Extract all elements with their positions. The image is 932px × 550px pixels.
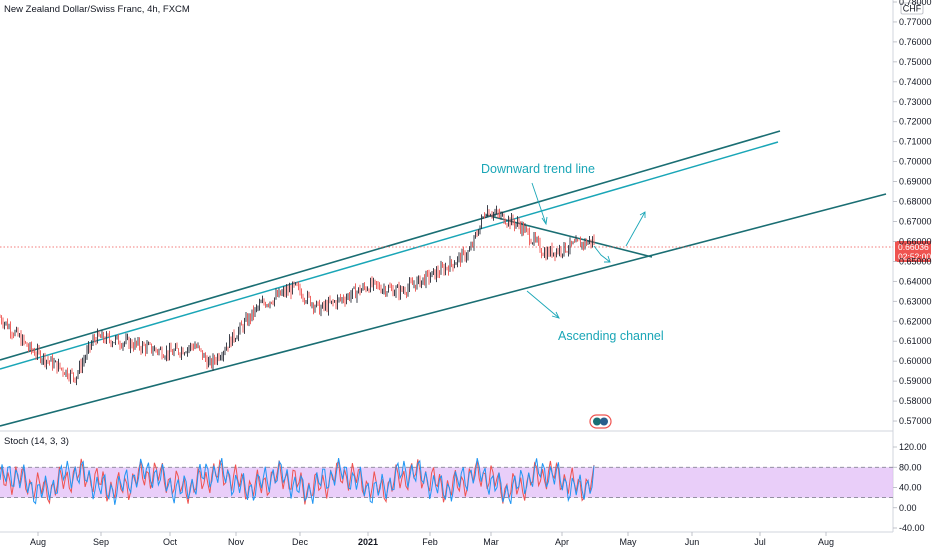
- event-icon[interactable]: [589, 414, 612, 429]
- price-axis-labels: 0.78000 0.77000 0.76000 0.75000 0.74000 0.730…: [893, 0, 932, 426]
- price-tick-label: 0.67000: [899, 216, 932, 226]
- price-tick-label: 0.70000: [899, 157, 932, 167]
- price-tick-label: 0.59000: [899, 376, 932, 386]
- time-tick-label: Jul: [754, 537, 766, 547]
- time-tick-label: Sep: [93, 537, 109, 547]
- channel-lower-line[interactable]: [0, 193, 887, 427]
- price-tick-label: 0.76000: [899, 37, 932, 47]
- stoch-k-line: [0, 457, 595, 505]
- annotation-ascending-channel: Ascending channel: [558, 329, 664, 343]
- annotation-arrows: [526, 182, 646, 319]
- time-tick-label: Aug: [818, 537, 834, 547]
- arrowhead-downward-trend: [541, 216, 548, 226]
- price-tick-label: 0.68000: [899, 197, 932, 207]
- price-tick-label: 0.65000: [899, 256, 932, 266]
- time-tick-label: Jun: [685, 537, 700, 547]
- stoch-tick-label: 40.00: [899, 483, 922, 493]
- price-tick-label: 0.66000: [899, 236, 932, 246]
- price-tag: 0.66036 02:52:00: [895, 241, 931, 262]
- price-tick-label: 0.57000: [899, 416, 932, 426]
- arrow-downward-trend: [531, 182, 547, 225]
- channel-upper-line[interactable]: [0, 130, 781, 361]
- price-candles: [0, 205, 595, 386]
- stoch-tick-label: 120.00: [899, 442, 927, 452]
- event-icon-dot-right: [600, 417, 608, 426]
- time-tick-label: Feb: [422, 537, 438, 547]
- stoch-axis-labels: 120.00 80.00 40.00 0.00 -40.00: [893, 442, 927, 533]
- price-tick-label: 0.71000: [899, 137, 932, 147]
- time-tick-label: 2021: [358, 537, 378, 547]
- time-tick-label: Apr: [555, 537, 569, 547]
- time-tick-label: Dec: [292, 537, 309, 547]
- price-tick-label: 0.74000: [899, 77, 932, 87]
- price-tick-label: 0.75000: [899, 57, 932, 67]
- downward-trend-line[interactable]: [485, 214, 653, 258]
- price-tick-label: 0.72000: [899, 117, 932, 127]
- stoch-d-line: [0, 458, 595, 505]
- currency-label: CHF: [903, 4, 922, 14]
- price-tick-label: 0.73000: [899, 97, 932, 107]
- time-tick-label: Mar: [483, 537, 499, 547]
- time-tick-label: Nov: [228, 537, 245, 547]
- price-tick-label: 0.60000: [899, 356, 932, 366]
- price-tag-countdown: 02:52:00: [898, 252, 931, 262]
- stoch-tick-label: -40.00: [899, 523, 925, 533]
- chart-title: New Zealand Dollar/Swiss Franc, 4h, FXCM: [4, 4, 190, 15]
- price-tick-label: 0.63000: [899, 296, 932, 306]
- price-tick-label: 0.69000: [899, 177, 932, 187]
- annotation-downward-trend: Downward trend line: [481, 162, 595, 176]
- time-axis-labels: Aug Sep Oct Nov Dec 2021 Feb Mar Apr May Jun Jul Aug: [30, 532, 834, 547]
- stoch-tick-label: 0.00: [899, 503, 917, 513]
- price-tick-label: 0.77000: [899, 17, 932, 27]
- stoch-title: Stoch (14, 3, 3): [4, 436, 69, 447]
- arrow-projected-dip: [593, 245, 611, 263]
- time-tick-label: Oct: [163, 537, 178, 547]
- arrow-projected-breakout: [625, 211, 646, 247]
- price-tag-value: 0.66036: [898, 242, 929, 252]
- price-tick-label: 0.58000: [899, 396, 932, 406]
- event-icon-dot-left: [593, 417, 601, 426]
- channel-inner-line[interactable]: [0, 141, 779, 370]
- arrowhead-projected-breakout: [639, 211, 646, 218]
- arrowhead-projected-dip: [604, 255, 611, 263]
- arrow-ascending-channel: [526, 290, 560, 319]
- price-tick-label: 0.78000: [899, 0, 932, 7]
- price-tick-label: 0.61000: [899, 336, 932, 346]
- price-tag-box: [895, 241, 931, 262]
- price-tick-label: 0.62000: [899, 316, 932, 326]
- arrowhead-ascending-channel: [551, 311, 560, 319]
- stoch-tick-label: 80.00: [899, 462, 922, 472]
- time-tick-label: May: [619, 537, 637, 547]
- price-tick-label: 0.64000: [899, 276, 932, 286]
- currency-box[interactable]: [900, 2, 924, 15]
- time-tick-label: Aug: [30, 537, 46, 547]
